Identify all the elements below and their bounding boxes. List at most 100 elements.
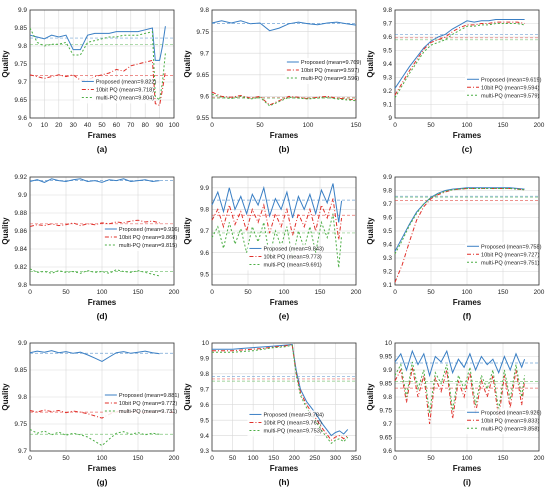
plot-frame xyxy=(29,342,175,452)
series-line-proposed xyxy=(394,19,525,89)
y-tick-label: 9.7 xyxy=(200,386,209,393)
y-tick-label: 9.6 xyxy=(383,448,392,455)
y-tick-label: 9.6 xyxy=(200,94,209,101)
y-tick-label: 9.8 xyxy=(200,207,209,214)
series-line-multi xyxy=(394,188,525,255)
y-tick-label: 9.65 xyxy=(14,97,27,104)
x-tick-label: 0 xyxy=(210,122,214,129)
chart-panel-g: 0 50 100 150 200 9.7 9.75 9.8 9.85 9.9 Frames Quali… xyxy=(1,340,180,487)
x-tick-label: 0 xyxy=(210,455,214,462)
x-tick-label: 60 xyxy=(113,122,121,129)
y-tick-label: 10 xyxy=(202,340,210,347)
x-tick-label: 70 xyxy=(127,122,135,129)
legend: Proposed (mean=9.916) 10bit PQ (mean=9.86… xyxy=(102,225,179,251)
x-axis-label: Frames xyxy=(453,131,482,140)
legend-entry-proposed: Proposed (mean=9.843) xyxy=(263,246,324,252)
legend-entry-multi: multi-PQ (mean=9.731) xyxy=(119,409,177,415)
y-tick-label: 9.9 xyxy=(18,7,27,14)
x-tick-label: 50 xyxy=(427,289,435,296)
legend-entry-multi: multi-PQ (mean=9.751) xyxy=(481,260,539,266)
x-tick-label: 30 xyxy=(70,122,78,129)
x-tick-label: 50 xyxy=(256,122,264,129)
x-tick-label: 100 xyxy=(462,122,473,129)
legend: Proposed (mean=9.926) 10bit PQ (mean=9.83… xyxy=(465,408,542,435)
x-tick-label: 100 xyxy=(97,455,108,462)
legend-entry-proposed: Proposed (mean=9.784) xyxy=(263,412,324,418)
y-axis-label: Quality xyxy=(366,383,375,411)
panel-label: (a) xyxy=(97,144,108,154)
x-axis-label: Frames xyxy=(270,464,299,473)
y-tick-label: 9.9 xyxy=(18,340,27,347)
chart-panel-h: 0 50 100 150 200 250 300 350 9.3 9.4 9.5 9.6 9.7 9.8 9… xyxy=(183,340,362,487)
y-tick-label: 9.8 xyxy=(200,371,209,378)
x-tick-label: 200 xyxy=(169,455,180,462)
legend-entry-proposed: Proposed (mean=9.769) xyxy=(301,60,362,66)
series-line-proposed xyxy=(211,20,357,32)
series-line-tenbit xyxy=(211,198,343,240)
x-tick-label: 200 xyxy=(534,122,545,129)
x-tick-label: 50 xyxy=(229,455,237,462)
x-tick-label: 0 xyxy=(28,289,32,296)
series-line-proposed xyxy=(29,178,160,183)
y-tick-label: 9.7 xyxy=(383,201,392,208)
legend-entry-multi: multi-PQ (mean=9.858) xyxy=(481,426,539,432)
x-tick-label: 100 xyxy=(303,122,314,129)
panel-label: (c) xyxy=(462,144,473,154)
plot-frame xyxy=(29,9,175,119)
x-tick-label: 50 xyxy=(98,122,106,129)
y-tick-label: 9.8 xyxy=(383,394,392,401)
x-tick-label: 0 xyxy=(28,122,32,129)
y-tick-label: 9.65 xyxy=(379,435,392,442)
plot-frame xyxy=(211,9,357,119)
x-tick-label: 150 xyxy=(498,289,509,296)
x-tick-label: 50 xyxy=(427,122,435,129)
legend-entry-tenbit: 10bit PQ (mean=9.868) xyxy=(119,235,177,241)
series-line-multi xyxy=(29,428,160,447)
x-tick-label: 0 xyxy=(393,455,397,462)
y-tick-label: 9.4 xyxy=(200,433,209,440)
legend-entry-proposed: Proposed (mean=9.881) xyxy=(119,393,180,399)
series-line-proposed xyxy=(29,350,160,362)
x-tick-label: 200 xyxy=(534,455,545,462)
y-tick-label: 9.6 xyxy=(200,402,209,409)
y-tick-label: 9.4 xyxy=(383,242,392,249)
y-tick-label: 9.88 xyxy=(14,210,27,217)
series-line-multi xyxy=(211,93,357,107)
chart-panel-c: 0 50 100 150 200 9 9.1 9.2 9.3 9.4 9.5 9.6 9.7 9.8 Fra… xyxy=(366,7,545,154)
legend: Proposed (mean=9.822) 10bit PQ (mean=9.71… xyxy=(79,77,156,104)
y-tick-label: 9.7 xyxy=(383,421,392,428)
y-tick-label: 9.6 xyxy=(383,215,392,222)
series-line-proposed xyxy=(29,26,166,61)
y-tick-label: 9.75 xyxy=(196,29,209,36)
legend-entry-multi: multi-PQ (mean=9.579) xyxy=(481,93,539,99)
series-line-proposed xyxy=(212,343,349,437)
x-tick-label: 100 xyxy=(462,455,473,462)
plot-frame xyxy=(211,342,357,452)
x-tick-label: 200 xyxy=(351,289,362,296)
x-tick-label: 100 xyxy=(169,122,180,129)
series-line-multi xyxy=(394,23,525,98)
y-tick-label: 9.85 xyxy=(14,25,27,32)
x-axis-label: Frames xyxy=(453,464,482,473)
y-tick-label: 9.8 xyxy=(383,7,392,14)
y-tick-label: 9 xyxy=(388,115,392,122)
series-line-tenbit xyxy=(29,219,160,227)
legend-entry-multi: multi-PQ (mean=9.753) xyxy=(263,428,321,434)
y-tick-label: 9.3 xyxy=(200,448,209,455)
y-tick-label: 9.85 xyxy=(14,367,27,374)
legend-entry-multi: multi-PQ (mean=9.804) xyxy=(96,95,154,101)
legend-entry-tenbit: 10bit PQ (mean=9.767) xyxy=(263,420,321,426)
legend-entry-tenbit: 10bit PQ (mean=9.727) xyxy=(481,252,539,258)
y-tick-label: 9.65 xyxy=(196,72,209,79)
x-tick-label: 150 xyxy=(133,289,144,296)
plot-frame xyxy=(29,176,175,286)
y-tick-label: 9.84 xyxy=(14,246,27,253)
legend-entry-multi: multi-PQ (mean=9.815) xyxy=(119,243,177,249)
y-tick-label: 9.9 xyxy=(18,192,27,199)
y-tick-label: 9.9 xyxy=(200,356,209,363)
y-axis-label: Quality xyxy=(366,50,375,78)
x-tick-label: 40 xyxy=(84,122,92,129)
x-tick-label: 150 xyxy=(315,289,326,296)
y-tick-label: 9.8 xyxy=(383,188,392,195)
